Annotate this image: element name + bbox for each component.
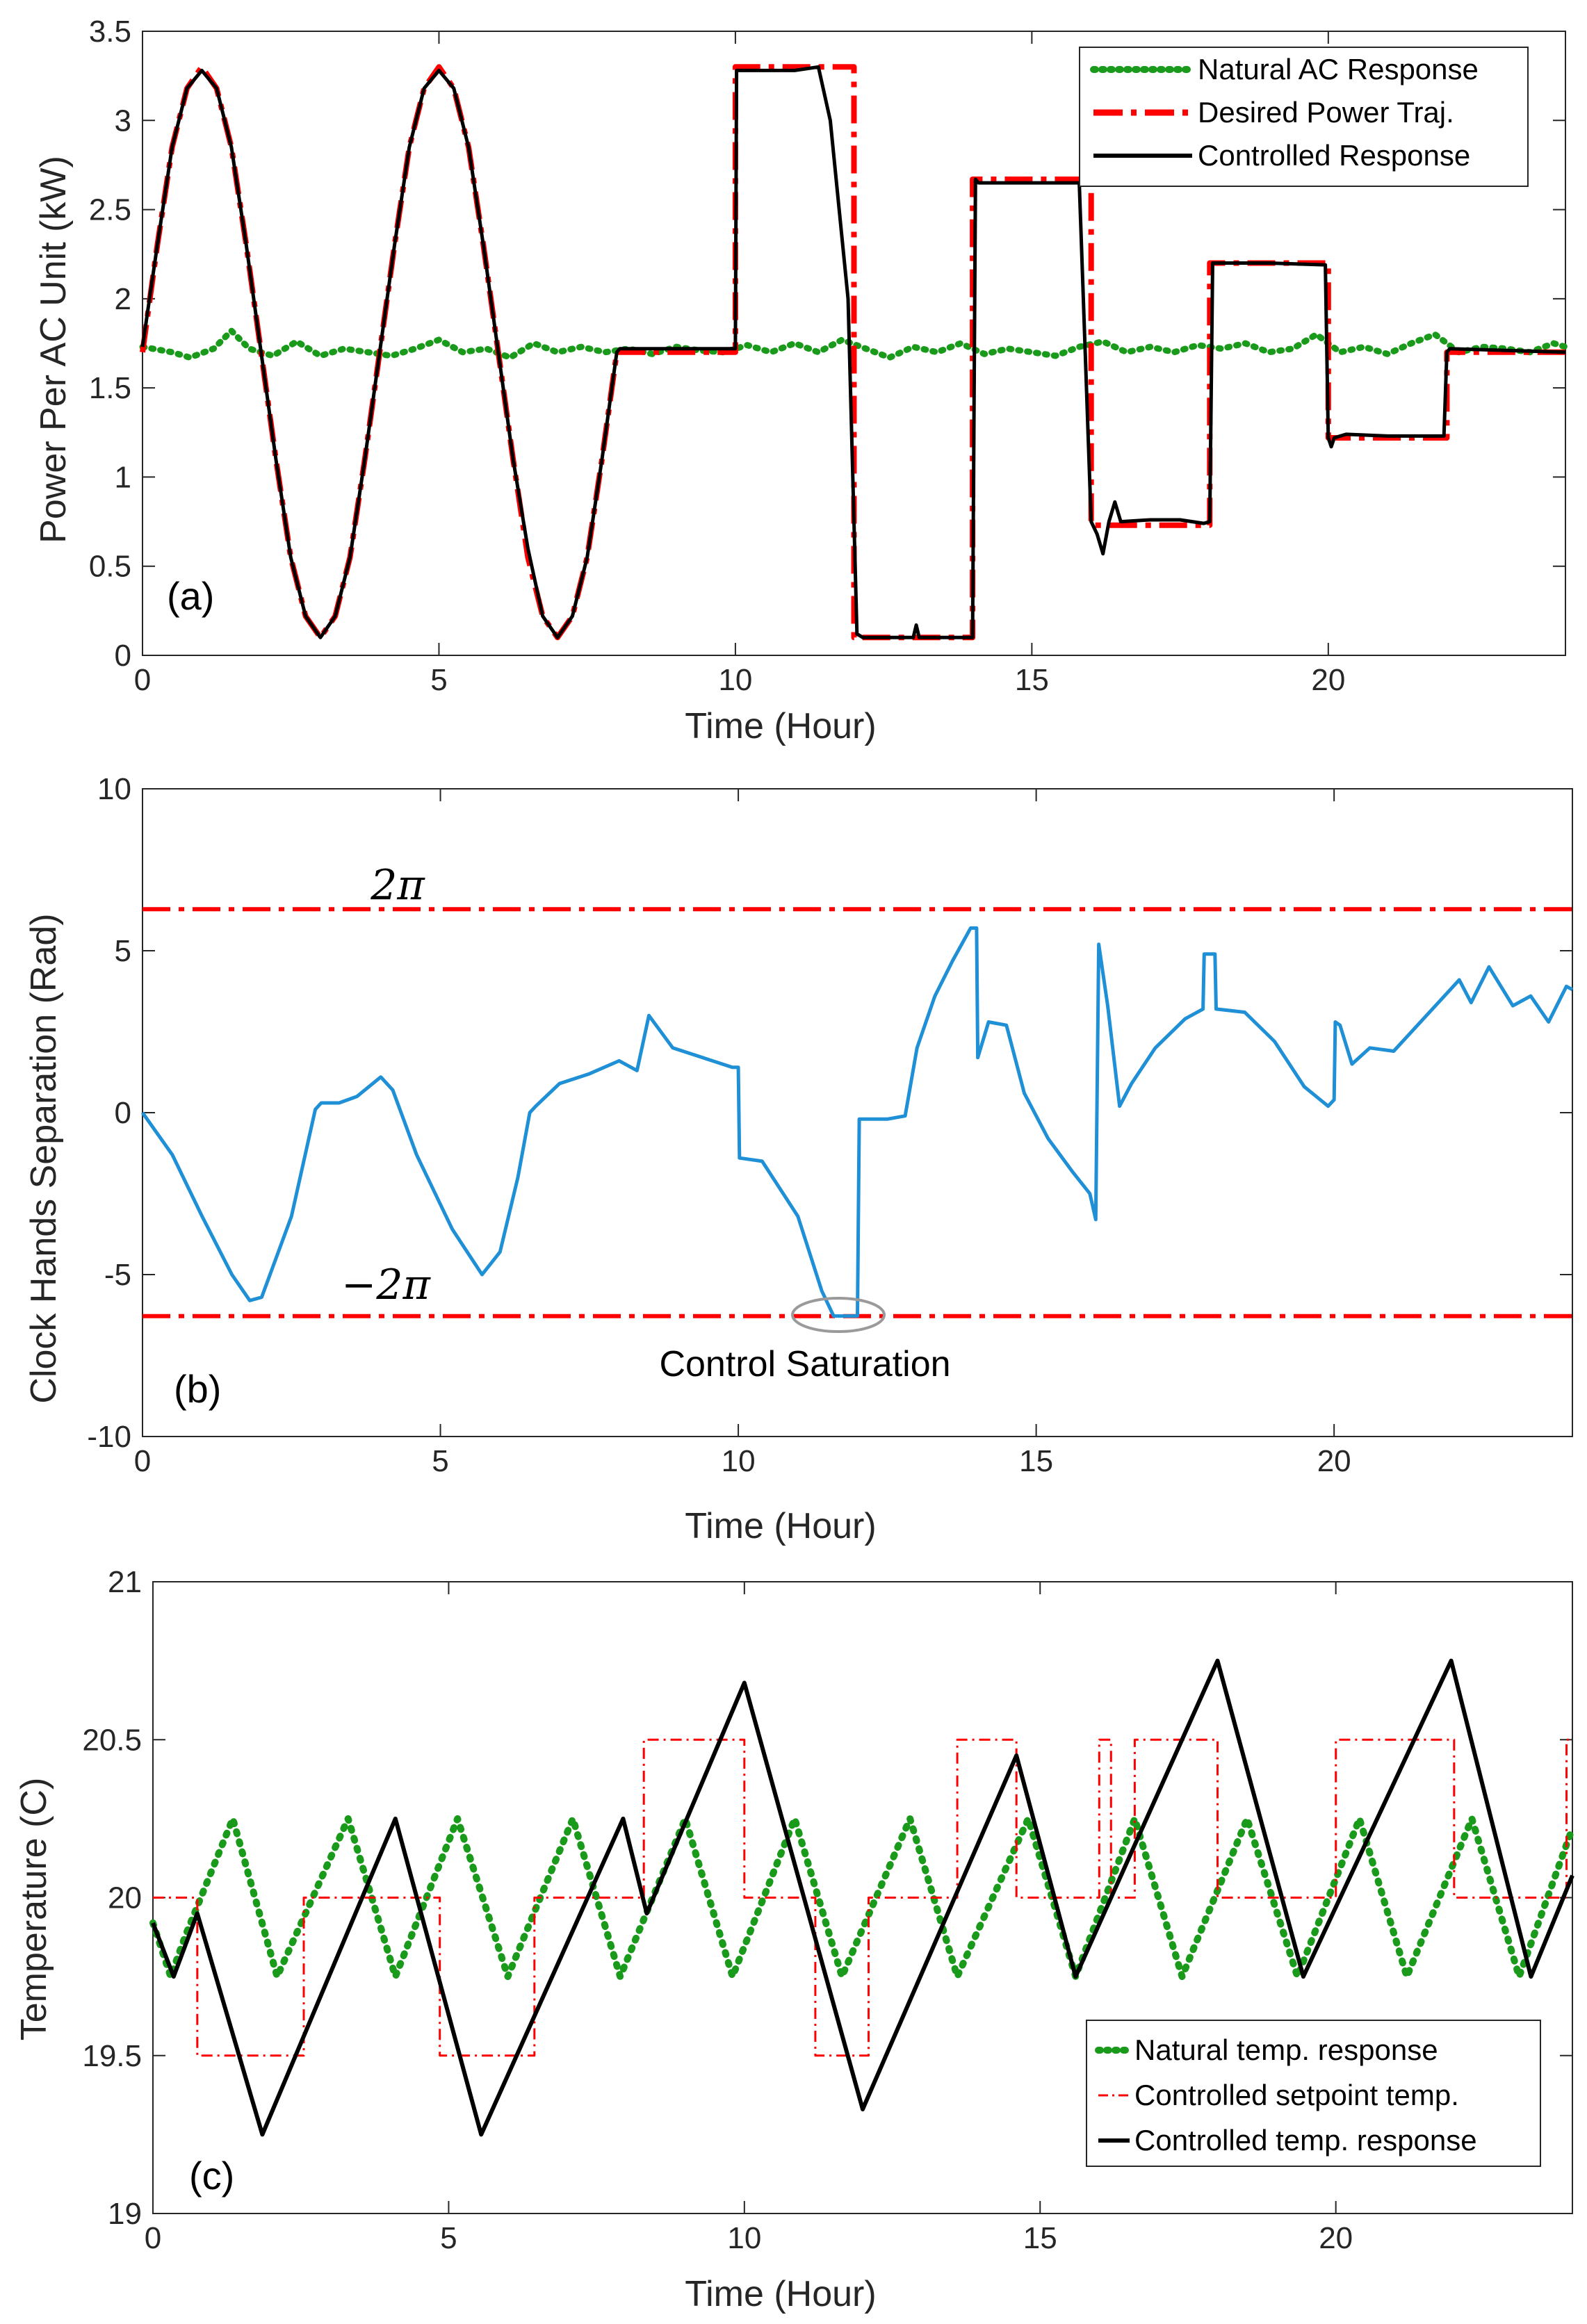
panel-c-ytick-label: 21 bbox=[108, 1565, 142, 1599]
panel-b-series-series bbox=[140, 926, 1574, 1318]
panel-c-ylabel: Temperature (C) bbox=[14, 1778, 54, 2041]
panel-a-ytick-label: 0 bbox=[115, 639, 131, 673]
panel-b-ytick-label: -5 bbox=[104, 1258, 131, 1292]
panel-a-ytick-label: 1.5 bbox=[89, 371, 131, 405]
panel-a-ytick-label: 0.5 bbox=[89, 550, 131, 584]
panel-b-axes-box bbox=[142, 788, 1573, 1437]
legend-label-natural-ac: Natural AC Response bbox=[1198, 53, 1479, 85]
panel-c-xtick-label: 0 bbox=[145, 2221, 161, 2255]
panel-c-temperature-chart: 0 5 10 15 20 19 19.5 20 20.5 21 Time (Hour) Tempe… bbox=[14, 1565, 1576, 2314]
panel-b-xtick-label: 15 bbox=[1019, 1444, 1053, 1478]
panel-a-label: (a) bbox=[167, 574, 214, 618]
control-saturation-ellipse bbox=[791, 1297, 886, 1333]
legend-label-controlled-response: Controlled Response bbox=[1198, 139, 1470, 172]
panel-b-label: (b) bbox=[174, 1367, 221, 1411]
panel-c-legend: Natural temp. response Controlled setpoi… bbox=[1086, 2020, 1541, 2167]
panel-c-series-controlled-setpoint-temp bbox=[153, 1738, 1572, 2057]
panel-a-series-controlled-response bbox=[140, 65, 1566, 639]
panel-b-xtick-label: 20 bbox=[1317, 1444, 1351, 1478]
legend-label-controlled-temp: Controlled temp. response bbox=[1134, 2124, 1477, 2157]
annotation-minus-2pi: −2π bbox=[341, 1261, 431, 1309]
panel-a-ytick-label: 2.5 bbox=[89, 193, 131, 227]
legend-label-setpoint-temp: Controlled setpoint temp. bbox=[1134, 2079, 1459, 2111]
panel-b-ytick-label: -10 bbox=[87, 1420, 131, 1454]
panel-b-ylabel: Clock Hands Separation (Rad) bbox=[24, 913, 64, 1403]
panel-a-xtick-label: 5 bbox=[430, 663, 447, 697]
panel-c-plot-area: 0 5 10 15 20 19 19.5 20 20.5 21 bbox=[82, 1565, 1576, 2255]
panel-c-ytick-label: 19.5 bbox=[82, 2039, 142, 2073]
panel-a-ytick-label: 3.5 bbox=[89, 15, 131, 49]
panel-b-ytick-label: 0 bbox=[115, 1096, 131, 1130]
panel-a-xtick-label: 0 bbox=[134, 663, 151, 697]
panel-c-ytick-label: 19 bbox=[108, 2197, 142, 2231]
panel-a-xtick-label: 10 bbox=[718, 663, 752, 697]
panel-b-xtick-label: 5 bbox=[432, 1444, 448, 1478]
panel-c-ytick-label: 20.5 bbox=[82, 1723, 142, 1757]
panel-a-ytick-label: 1 bbox=[115, 460, 131, 494]
panel-c-series-controlled-temp-response bbox=[151, 1658, 1574, 2137]
panel-a-ytick-label: 3 bbox=[115, 104, 131, 138]
panel-b-separation-chart: 0 5 10 15 20 -10 -5 0 5 10 Time (Hour) Clock Hand… bbox=[24, 772, 1574, 1546]
panel-a-legend: Natural AC Response Desired Power Traj. … bbox=[1079, 47, 1529, 187]
panel-c-label: (c) bbox=[189, 2154, 234, 2198]
legend-label-desired-power: Desired Power Traj. bbox=[1198, 96, 1454, 129]
panel-b-ytick-label: 5 bbox=[115, 934, 131, 968]
annotation-control-saturation: Control Saturation bbox=[659, 1344, 950, 1384]
panel-c-xtick-label: 20 bbox=[1319, 2221, 1353, 2255]
panel-a-xtick-label: 15 bbox=[1015, 663, 1049, 697]
legend-label-natural-temp: Natural temp. response bbox=[1134, 2034, 1438, 2066]
panel-c-xlabel: Time (Hour) bbox=[685, 2274, 876, 2314]
panel-b-xtick-label: 10 bbox=[722, 1444, 756, 1478]
panel-b-xtick-label: 0 bbox=[134, 1444, 151, 1478]
panel-b-ytick-label: 10 bbox=[97, 772, 131, 806]
panel-a-xlabel: Time (Hour) bbox=[685, 706, 876, 746]
panel-a-ylabel: Power Per AC Unit (kW) bbox=[33, 156, 74, 543]
panel-c-xtick-label: 5 bbox=[440, 2221, 457, 2255]
panel-a-ytick-label: 2 bbox=[115, 282, 131, 316]
annotation-2pi: 2π bbox=[370, 861, 425, 910]
panel-c-xtick-label: 15 bbox=[1023, 2221, 1057, 2255]
panel-c-ytick-label: 20 bbox=[108, 1881, 142, 1915]
panel-b-plot-area: 0 5 10 15 20 -10 -5 0 5 10 bbox=[87, 772, 1574, 1478]
panel-a-xtick-label: 20 bbox=[1311, 663, 1345, 697]
panel-a-power-chart: 0 5 10 15 20 0 0.5 1 1.5 2 2.5 3 3.5 Time (Hour) Pow… bbox=[33, 15, 1569, 746]
panel-c-legend-box bbox=[1086, 2020, 1541, 2167]
panel-a-plot-area: 0 5 10 15 20 0 0.5 1 1.5 2 2.5 3 3.5 bbox=[89, 15, 1569, 697]
panel-b-xlabel: Time (Hour) bbox=[685, 1506, 876, 1546]
panel-c-xtick-label: 10 bbox=[727, 2221, 761, 2255]
panel-a-series-natural-ac-response bbox=[139, 327, 1569, 361]
